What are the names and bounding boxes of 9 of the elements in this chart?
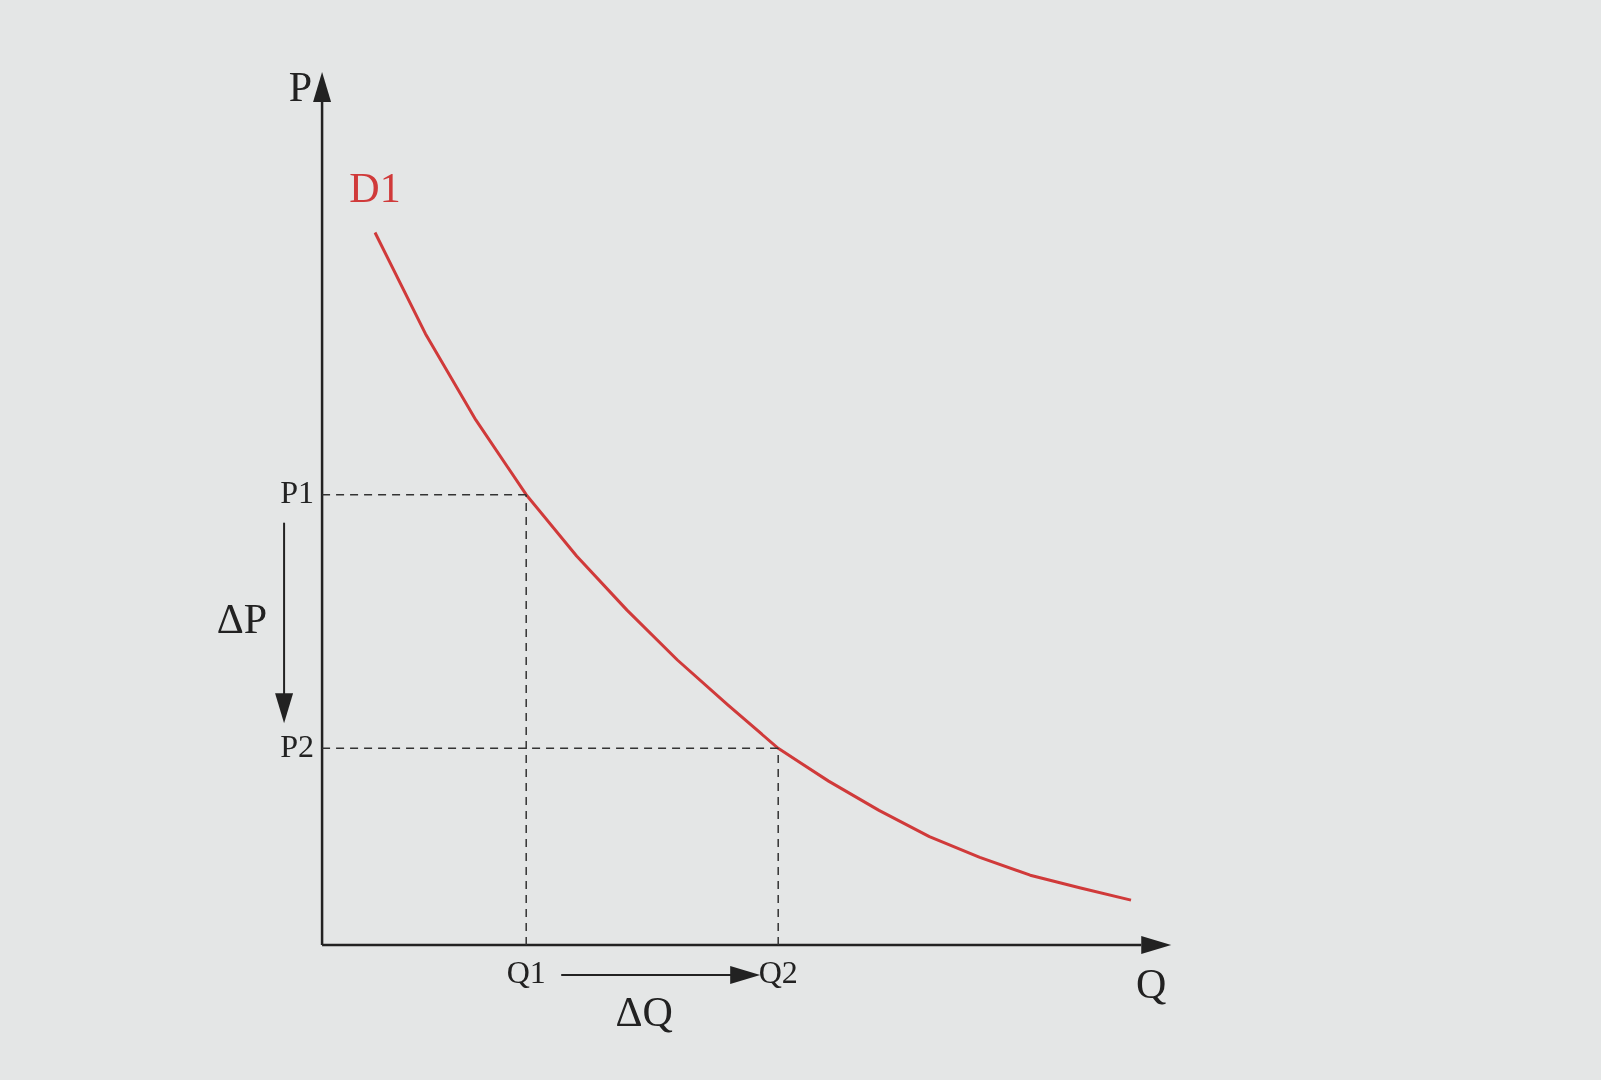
- series-label: D1: [349, 164, 401, 211]
- x-tick-label: Q1: [506, 954, 546, 991]
- text: ΔP: [216, 595, 268, 642]
- text: ΔQ: [615, 989, 673, 1036]
- x-axis-title: Q: [1136, 961, 1167, 1008]
- ref-line-label: P1: [280, 474, 315, 511]
- ref-line-label: P2: [280, 727, 315, 764]
- x-tick-label: Q2: [758, 954, 798, 991]
- y-axis-title: P: [288, 64, 313, 111]
